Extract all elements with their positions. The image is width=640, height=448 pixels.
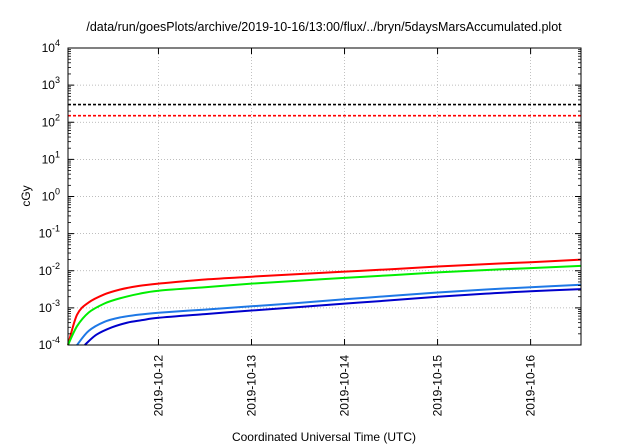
- y-tick-label: 101: [42, 149, 60, 166]
- x-tick-label: 2019-10-12: [151, 355, 165, 417]
- reference-lines: [68, 103, 581, 117]
- x-axis-label: Coordinated Universal Time (UTC): [232, 430, 416, 444]
- series-line: [76, 283, 582, 346]
- y-axis: 10-4 10-3 10-2 10-1 100 101 102 103 104: [39, 38, 581, 352]
- y-tick-label: 10-4: [39, 335, 60, 352]
- y-tick-label: 10-1: [39, 224, 60, 241]
- y-tick-label: 10-3: [39, 298, 60, 315]
- series-line: [67, 264, 582, 346]
- series-lines: [67, 258, 582, 346]
- chart-title: /data/run/goesPlots/archive/2019-10-16/1…: [86, 20, 562, 34]
- series-line: [67, 258, 582, 346]
- y-axis-label: cGy: [19, 185, 33, 206]
- y-tick-label: 100: [42, 187, 60, 204]
- x-axis: 2019-10-12 2019-10-13 2019-10-14 2019-10-15…: [151, 48, 538, 417]
- y-tick-label: 10-2: [39, 261, 60, 278]
- x-tick-label: 2019-10-13: [244, 355, 258, 417]
- series-line: [84, 288, 582, 346]
- y-tick-label: 102: [42, 112, 60, 129]
- x-tick-label: 2019-10-14: [338, 355, 352, 417]
- x-tick-label: 2019-10-15: [431, 355, 445, 417]
- y-tick-label: 104: [42, 38, 60, 55]
- x-tick-label: 2019-10-16: [524, 355, 538, 417]
- y-tick-label: 103: [42, 75, 60, 92]
